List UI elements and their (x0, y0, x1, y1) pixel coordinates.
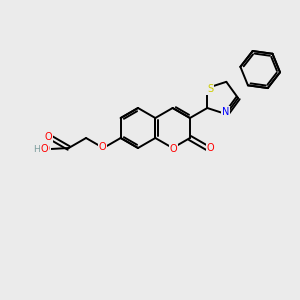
Text: H: H (33, 145, 40, 154)
Text: N: N (222, 107, 229, 117)
Text: HO: HO (35, 144, 50, 154)
Text: O: O (170, 144, 178, 154)
Text: O: O (45, 132, 52, 142)
Text: O: O (98, 142, 106, 152)
Text: S: S (207, 84, 213, 94)
Text: O: O (206, 143, 214, 153)
Text: O: O (41, 144, 49, 154)
